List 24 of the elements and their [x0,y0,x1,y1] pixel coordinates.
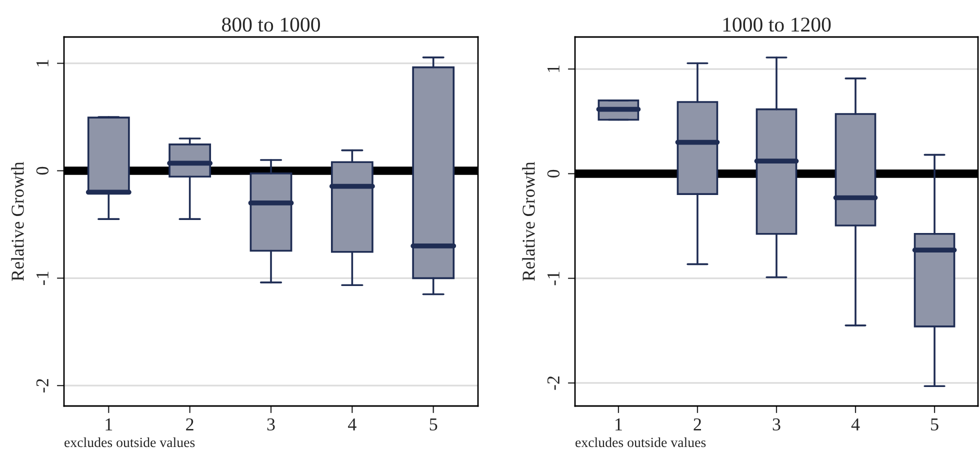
chart-title: 1000 to 1200 [723,18,831,32]
x-tick-label: 3 [772,418,780,431]
x-tick-label: 5 [931,418,938,431]
y-tick-label: -2 [36,379,48,392]
y-tick-label: 1 [36,60,48,66]
text: excludes outside values [64,437,195,448]
x-tick-label: 3 [267,418,275,431]
x-tick-label: 1 [616,418,622,430]
y-tick-label: -2 [547,376,560,390]
text: excludes outside values [576,437,706,448]
y-tick-label: -1 [36,272,48,286]
x-tick-label: 2 [694,418,701,430]
x-tick-label: 2 [186,418,194,430]
y-tick-label: 0 [547,170,560,178]
chart-title: 800 to 1000 [222,18,320,32]
y-axis-title: Relative Growth [522,162,535,281]
x-tick-label: 5 [430,418,438,431]
y-tick-label: -1 [547,272,560,286]
x-tick-label: 4 [348,418,356,430]
y-tick-label: 0 [36,166,49,175]
y-axis-title: Relative Growth [11,162,24,281]
x-tick-label: 4 [851,418,860,430]
y-tick-label: 1 [547,66,560,72]
x-tick-label: 1 [106,418,112,430]
